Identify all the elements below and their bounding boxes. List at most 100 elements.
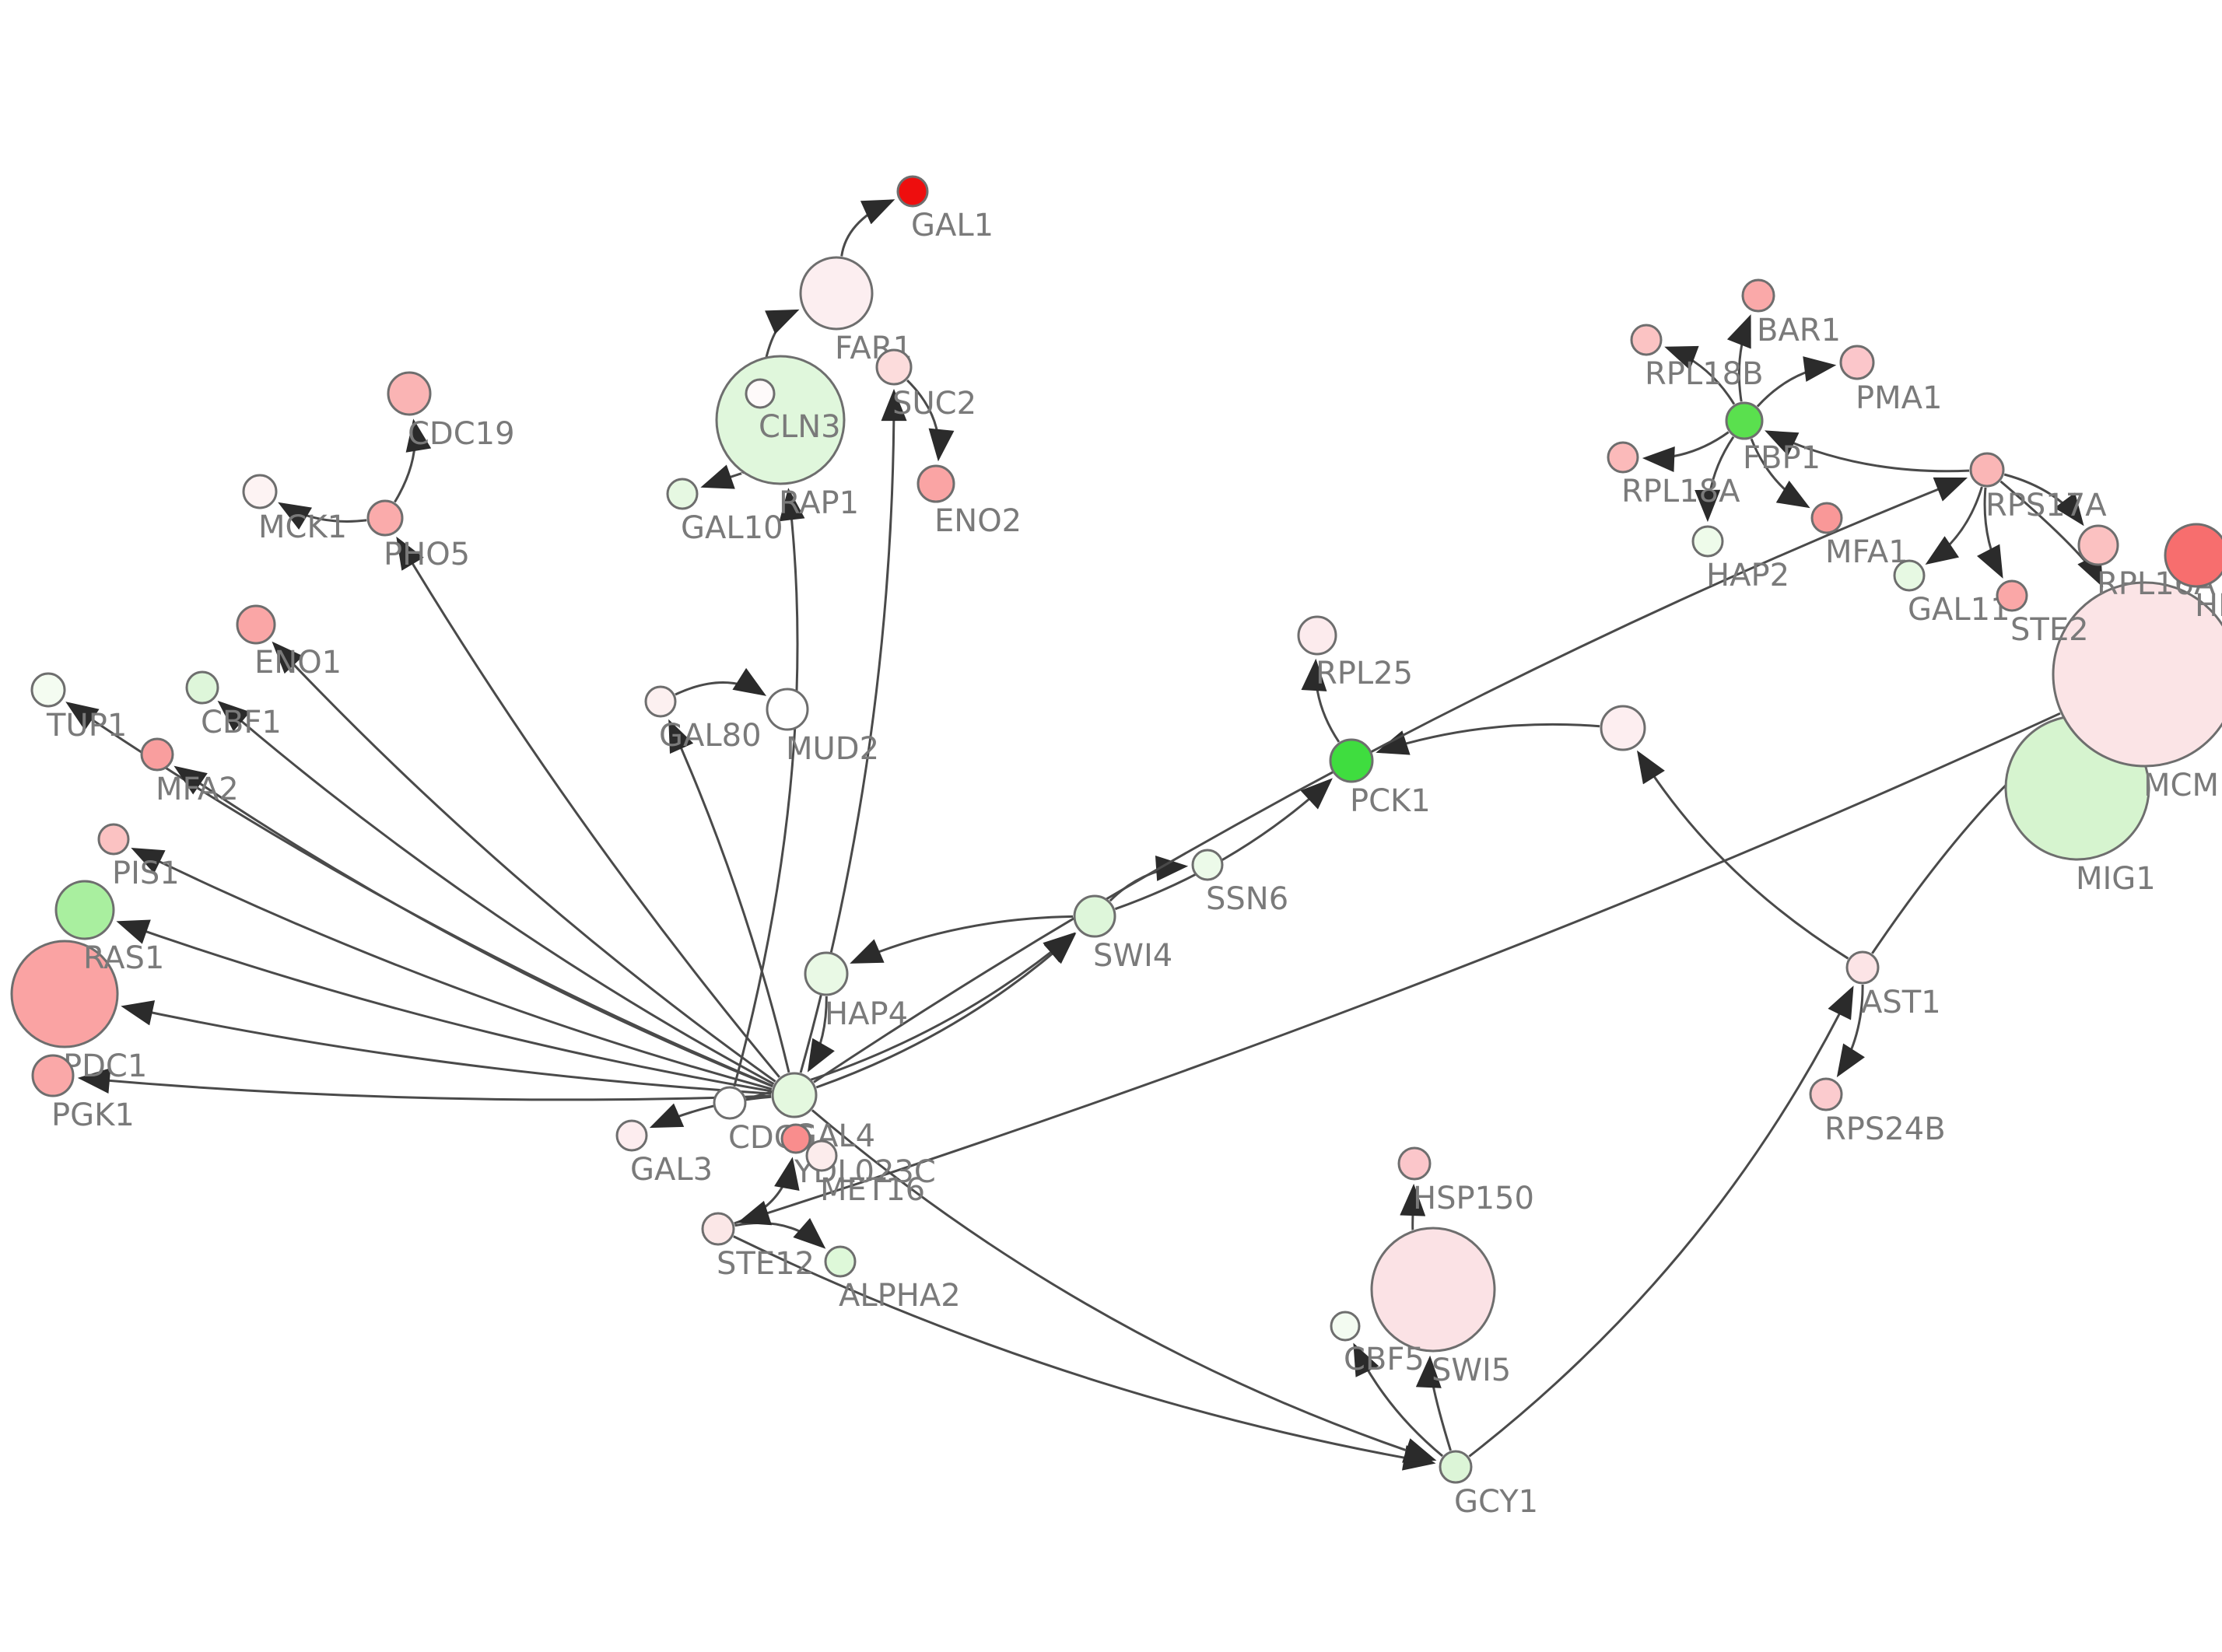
node-circle-STE12[interactable] (701, 1212, 735, 1246)
node-circle-CBF1[interactable] (185, 670, 219, 705)
node-RPL25[interactable]: RPL25 (1297, 615, 1413, 691)
node-circle-HAP4[interactable] (804, 951, 849, 996)
edge-GAL4-TUP1[interactable] (65, 702, 773, 1087)
node-circle-NODE_X[interactable] (1600, 705, 1646, 751)
node-circle-TUP1[interactable] (30, 672, 66, 708)
node-circle-GAL3[interactable] (615, 1119, 648, 1152)
edge-RPS17A-FBP1[interactable] (1765, 430, 1970, 473)
edge-GAL4-GAL80[interactable] (668, 719, 790, 1073)
edge-GAL4-CBF1[interactable] (217, 700, 775, 1086)
node-NODE_X[interactable] (1600, 705, 1646, 751)
node-CDC19[interactable]: CDC19 (387, 371, 515, 452)
node-ENO2[interactable]: ENO2 (916, 464, 1022, 539)
edge-GAL4-RAS1[interactable] (116, 919, 772, 1093)
node-circle-PHO5[interactable] (366, 499, 404, 537)
node-GAL3[interactable]: GAL3 (615, 1119, 713, 1188)
node-HSP150[interactable]: HSP150 (1397, 1146, 1534, 1216)
node-CLN3[interactable]: CLN3 (745, 378, 841, 445)
edge-FBP1-MFA1[interactable] (1750, 438, 1810, 509)
edge-FAR1-GAL1[interactable] (840, 199, 895, 257)
edge-AST1-NODE_X[interactable] (1637, 750, 1849, 960)
node-RAS1[interactable]: RAS1 (54, 880, 164, 976)
node-MUD2[interactable]: MUD2 (766, 688, 879, 767)
edge-SWI4-HAP4[interactable] (850, 915, 1074, 964)
edge-FBP1-RPL18B[interactable] (1664, 345, 1736, 405)
node-circle-RAS1[interactable] (54, 880, 115, 940)
node-circle-BAR1[interactable] (1741, 278, 1775, 313)
node-circle-MCK1[interactable] (242, 474, 278, 509)
edge-CDC6-RAP1[interactable] (733, 488, 805, 1087)
node-circle-MCM1[interactable] (2052, 581, 2222, 768)
node-circle-SWI4[interactable] (1073, 894, 1116, 938)
node-circle-YDL023C[interactable] (780, 1123, 811, 1154)
node-CBF5[interactable]: CBF5 (1330, 1311, 1425, 1377)
node-circle-GAL11[interactable] (1893, 559, 1926, 592)
edge-GAL4-PHO5[interactable] (396, 536, 780, 1078)
node-ALPHA2[interactable]: ALPHA2 (824, 1245, 961, 1314)
node-GAL11[interactable]: GAL11 (1893, 559, 2010, 628)
edge-RPS17A-GAL11[interactable] (1925, 486, 1983, 565)
node-RPL18A[interactable]: RPL18A (1607, 441, 1740, 509)
node-circle-GAL10[interactable] (666, 478, 699, 510)
edge-GCY1-CBF5[interactable] (1353, 1342, 1444, 1458)
node-circle-HAP2[interactable] (1691, 525, 1724, 558)
node-CBF1[interactable]: CBF1 (185, 670, 282, 740)
node-SWI4[interactable]: SWI4 (1073, 894, 1172, 974)
node-GCY1[interactable]: GCY1 (1439, 1450, 1538, 1520)
edge-RAP1-GAL10[interactable] (700, 464, 744, 489)
edge-GAL4-PDC1[interactable] (121, 1000, 772, 1095)
node-circle-PDC1[interactable] (10, 940, 119, 1048)
node-circle-MFA1[interactable] (1810, 502, 1843, 534)
node-circle-FBP1[interactable] (1725, 401, 1764, 440)
node-RPL18B[interactable]: RPL18B (1630, 324, 1764, 392)
edge-RPS17A-MCM1[interactable] (1999, 480, 2104, 588)
node-circle-HSP150[interactable] (1397, 1146, 1432, 1181)
node-circle-GAL1[interactable] (896, 175, 929, 208)
node-circle-RPL16A[interactable] (2077, 524, 2119, 566)
node-circle-PMA1[interactable] (1839, 345, 1875, 380)
node-circle-AST1[interactable] (1845, 950, 1880, 985)
node-PMA1[interactable]: PMA1 (1839, 345, 1942, 416)
node-RPS17A[interactable]: RPS17A (1969, 452, 2107, 523)
edge-RPS17A-RPL16A[interactable] (2003, 473, 2084, 527)
node-PCK1[interactable]: PCK1 (1329, 738, 1431, 819)
edge-SUC2-ENO2[interactable] (906, 379, 955, 462)
node-circle-MET16[interactable] (805, 1139, 838, 1172)
node-circle-HIS4[interactable] (2164, 523, 2222, 588)
edge-GCY1-SWI5[interactable] (1415, 1355, 1452, 1451)
edge-PHO5-MCK1[interactable] (278, 502, 367, 530)
edge-SWI4-PCK1[interactable] (1114, 778, 1333, 911)
edge-AST1-RPS24B[interactable] (1836, 984, 1865, 1078)
edge-STE12-GCY1[interactable] (733, 1235, 1436, 1471)
edge-FBP1-PMA1[interactable] (1756, 356, 1837, 408)
edge-FBP1-RPL18A[interactable] (1642, 431, 1730, 473)
node-HAP2[interactable]: HAP2 (1691, 525, 1789, 593)
node-circle-PGK1[interactable] (31, 1054, 75, 1097)
node-GAL10[interactable]: GAL10 (666, 478, 783, 546)
edge-GAL4-GCY1[interactable] (811, 1109, 1437, 1463)
edge-GAL80-MUD2[interactable] (675, 667, 767, 696)
node-circle-GAL4[interactable] (771, 1072, 818, 1118)
edge-HAP4-GAL4[interactable] (807, 996, 835, 1073)
node-circle-RPS17A[interactable] (1969, 452, 2005, 488)
edge-PHO5-CDC19[interactable] (394, 418, 432, 503)
edge-GAL4-RPS17A[interactable] (813, 477, 1968, 1083)
edge-FBP1-HAP2[interactable] (1695, 436, 1735, 523)
node-ENO1[interactable]: ENO1 (236, 604, 342, 681)
node-STE12[interactable]: STE12 (701, 1212, 815, 1282)
node-circle-ENO1[interactable] (236, 604, 276, 645)
node-RPS24B[interactable]: RPS24B (1809, 1077, 1946, 1147)
node-circle-RPL25[interactable] (1297, 615, 1337, 656)
node-TUP1[interactable]: TUP1 (30, 672, 127, 744)
node-circle-RPS24B[interactable] (1809, 1077, 1843, 1111)
node-MFA1[interactable]: MFA1 (1810, 502, 1908, 570)
node-circle-FAR1[interactable] (799, 256, 874, 331)
edge-RPS17A-STE2[interactable] (1976, 487, 2003, 579)
edge-GAL4-ENO1[interactable] (272, 641, 776, 1083)
node-AST1[interactable]: AST1 (1845, 950, 1941, 1020)
node-SSN6[interactable]: SSN6 (1191, 849, 1288, 917)
node-SWI5[interactable]: SWI5 (1370, 1227, 1511, 1388)
node-circle-SWI5[interactable] (1370, 1227, 1496, 1353)
node-circle-CBF5[interactable] (1330, 1311, 1361, 1342)
node-GAL1[interactable]: GAL1 (896, 175, 994, 243)
